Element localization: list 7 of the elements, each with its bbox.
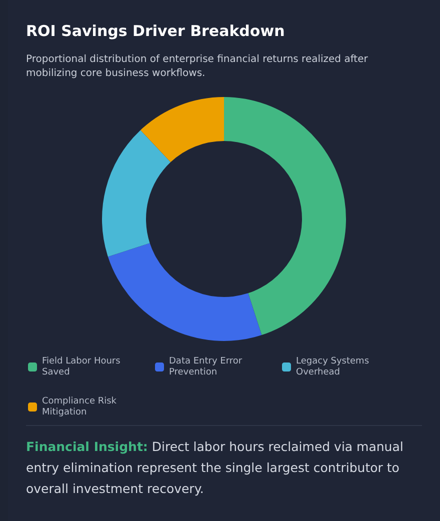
legend-label: Data Entry Error Prevention bbox=[169, 356, 245, 378]
legend-label: Legacy Systems Overhead bbox=[296, 356, 372, 378]
legend-label: Compliance Risk Mitigation bbox=[42, 396, 120, 418]
text: Financial Insight: Direct labor hours reclaimed via manual entry elimination represent the single largest contributor to overall investment recovery. bbox=[26, 438, 404, 498]
chart-title: ROI Savings Driver Breakdown bbox=[26, 22, 285, 40]
legend-label: Field Labor Hours Saved bbox=[42, 356, 124, 378]
chart-subtitle: Proportional distribution of enterprise financial returns realized after mobilizing core business workflows. bbox=[26, 53, 369, 81]
